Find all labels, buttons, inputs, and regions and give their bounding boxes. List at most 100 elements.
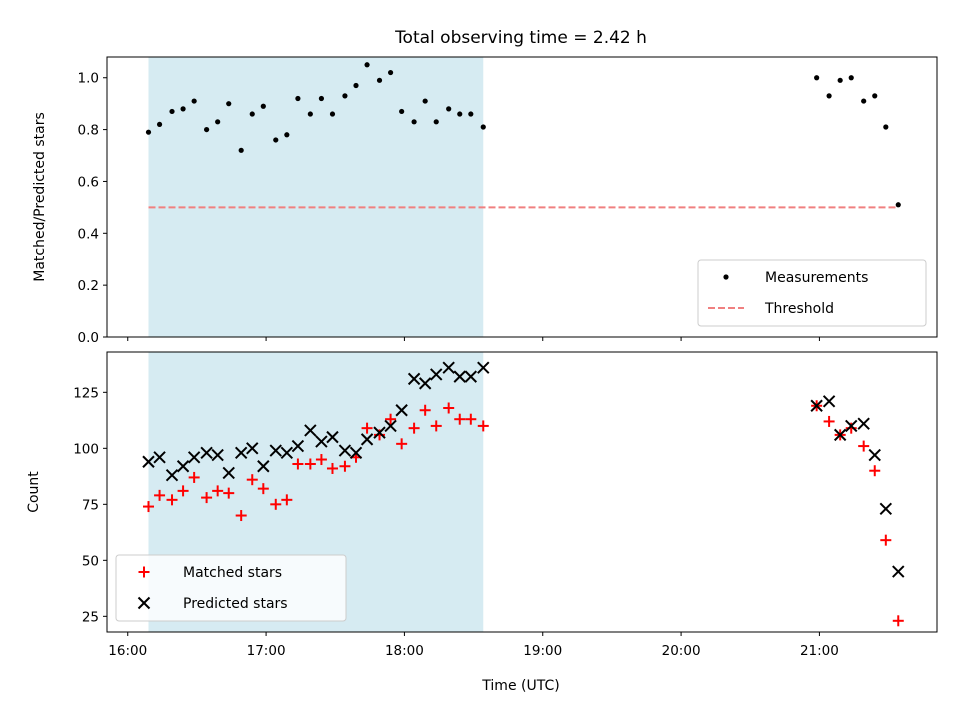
data-point [177,485,189,497]
x-tick-label: 17:00 [247,643,286,659]
data-point [342,93,348,99]
data-point [869,465,881,477]
data-point [454,413,466,425]
data-point [284,132,290,138]
data-point [223,487,235,499]
data-point [814,75,820,81]
data-point [353,82,359,89]
data-point [143,501,154,513]
data-point-b [211,448,224,462]
data-point [430,420,442,432]
data-point [411,119,417,125]
data-point [880,534,892,546]
data-point [892,565,905,578]
data-point [304,458,316,470]
data-point [165,468,179,482]
data-point-b [315,435,328,448]
data-point [480,124,486,130]
data-point [211,448,224,462]
data-point-b [187,451,201,464]
data-point-b [892,565,905,578]
legend-swatch [137,596,151,610]
data-point [339,460,351,472]
data-point [270,498,282,510]
data-point [845,422,857,434]
data-point-b [291,439,305,453]
data-point-b [269,444,282,457]
data-point [837,77,843,83]
data-point [433,119,439,125]
data-point [892,615,904,627]
data-point [848,75,854,81]
legend-label: Matched stars [183,565,282,581]
data-point [465,413,477,425]
data-point [457,111,463,117]
data-point [338,444,352,457]
legend: Matched stars Predicted stars [115,554,347,622]
data-point [407,372,421,386]
data-point [895,202,901,208]
legend-label: Threshold [764,301,834,317]
data-point [868,448,881,462]
data-point [295,95,301,102]
data-point [200,446,213,460]
data-point [280,446,294,460]
data-point [166,494,178,506]
legend-swatch [138,566,150,578]
data-point [142,455,155,468]
y-axis-label: Matched/Predicted stars [32,112,48,282]
panels: 0.0 0.2 0.4 0.6 0.8 1.0 Matched/Predicted star… [26,56,938,659]
data-point [281,494,293,506]
data-point [257,483,269,495]
x-tick-label: 16:00 [108,643,147,659]
data-point [399,108,405,115]
data-point [442,361,455,374]
legend-label: Measurements [765,270,868,286]
data-point [468,111,474,117]
data-point [204,126,210,133]
data-point-b [280,446,294,460]
data-point [154,489,166,501]
data-point-b [304,424,317,437]
data-point [191,98,197,104]
legend-swatch-b [137,596,151,610]
y-tick-label: 75 [82,497,99,513]
data-point [156,121,163,128]
y-tick-label: 125 [73,385,99,401]
data-point [180,106,186,112]
data-point-b [234,446,248,460]
data-point [823,415,835,427]
data-point [443,402,455,414]
data-point [477,361,490,374]
data-point-b [879,502,893,516]
data-point [315,454,327,466]
data-point [212,485,224,497]
series-2-2 [142,361,905,578]
y-tick-label: 1.0 [78,71,99,87]
data-point [145,129,152,135]
data-point [376,77,383,83]
y-tick-label: 0.2 [78,278,99,294]
data-point-b [395,404,408,417]
data-point-b [384,419,397,433]
data-point [291,439,305,453]
series-2-1 [143,400,904,627]
data-point [249,111,255,117]
data-point [153,451,166,464]
axes-frame [106,351,938,633]
data-point [364,62,370,68]
legend-box [115,554,347,622]
data-point-b [418,377,432,390]
data-point [360,433,374,446]
data-point [446,106,452,112]
data-point [222,466,235,480]
data-point [418,377,432,390]
data-point-b [430,368,443,381]
data-point [879,502,893,516]
x-tick-label: 20:00 [662,643,701,659]
data-point [464,370,478,383]
data-point [307,111,313,117]
data-point [384,419,397,433]
data-point [187,451,201,464]
data-point-b [246,442,259,455]
